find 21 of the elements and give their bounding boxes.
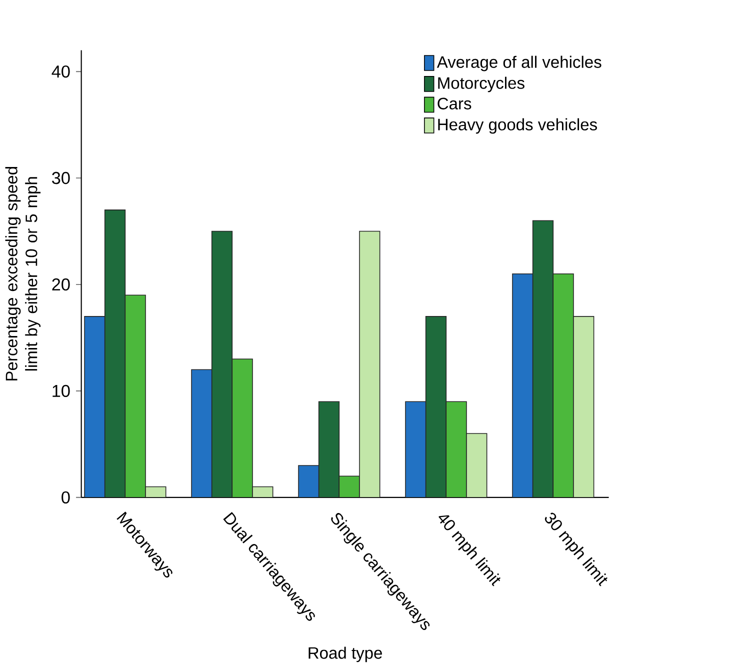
bar	[146, 486, 166, 498]
bar	[104, 209, 126, 498]
bar	[359, 230, 380, 498]
bar	[573, 316, 594, 498]
y-axis-title: Percentage exceeding speed limit by either 10 or 5 mph	[5, 166, 41, 380]
legend-label: Motorcycles	[438, 76, 524, 92]
bar	[425, 316, 447, 498]
legend-label: Average of all vehicles	[436, 56, 602, 72]
y-tick-label: 20	[52, 278, 70, 290]
bar	[532, 220, 554, 498]
legend-label: Heavy goods vehicles	[438, 118, 597, 134]
y-tick-label: 30	[52, 172, 70, 184]
bar	[252, 486, 273, 498]
legend-label: Cars	[438, 98, 472, 110]
bar	[466, 432, 488, 498]
x-axis-title: Road type	[308, 646, 382, 662]
y-tick-label: 10	[52, 384, 70, 397]
bar	[318, 401, 340, 498]
y-tick-label: 0	[62, 491, 70, 504]
y-tick-label: 40	[52, 65, 70, 78]
bar	[211, 230, 233, 498]
